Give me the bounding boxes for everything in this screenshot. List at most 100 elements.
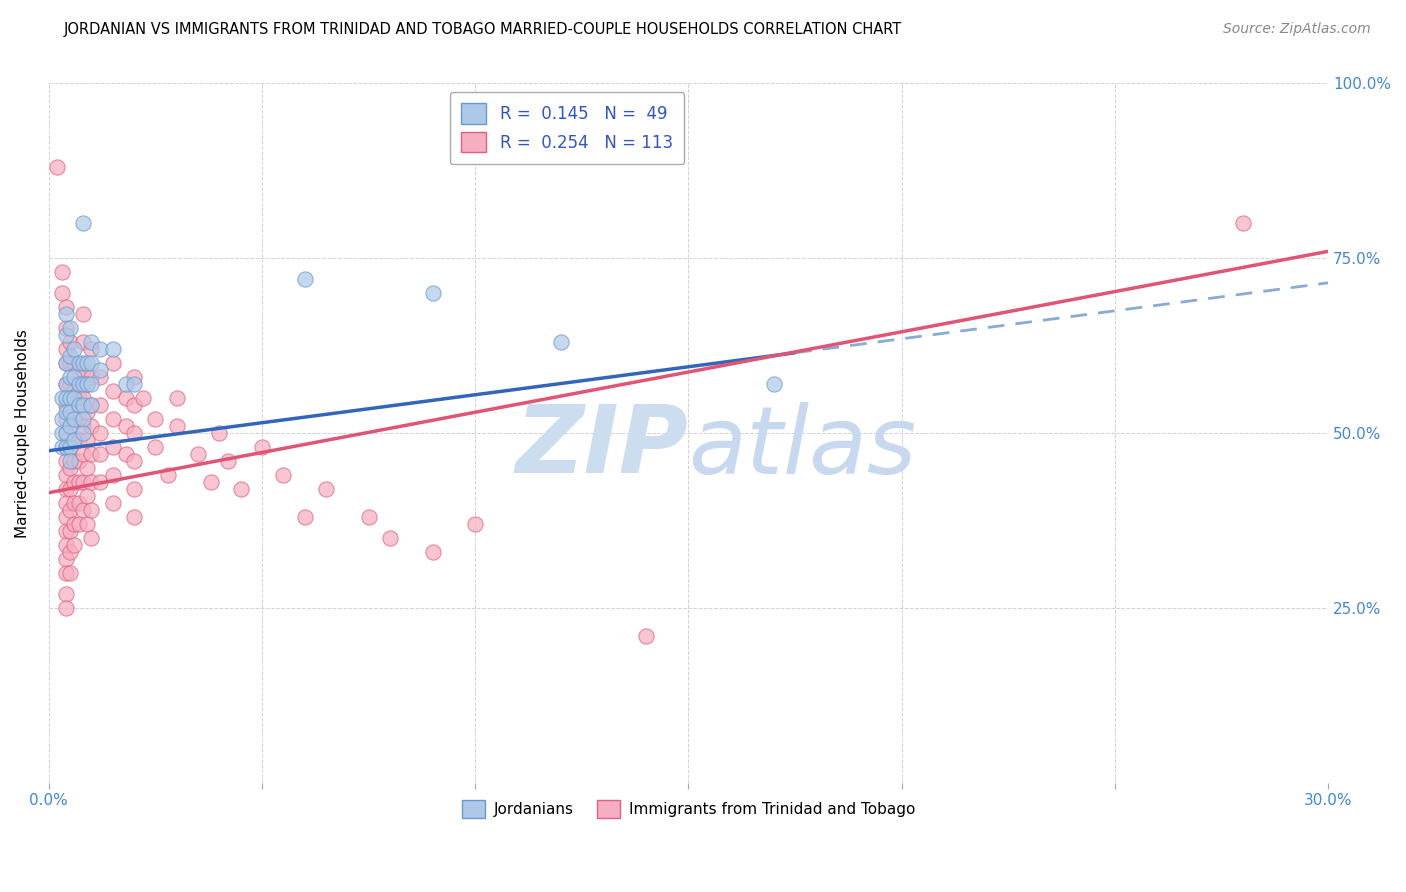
Point bbox=[72, 426, 94, 441]
Point bbox=[80, 370, 103, 384]
Point bbox=[59, 440, 82, 454]
Point bbox=[72, 356, 94, 370]
Point bbox=[122, 377, 145, 392]
Point bbox=[76, 377, 98, 392]
Point bbox=[59, 440, 82, 454]
Point bbox=[59, 356, 82, 370]
Point bbox=[55, 440, 77, 454]
Point bbox=[80, 356, 103, 370]
Point bbox=[55, 524, 77, 538]
Point bbox=[72, 412, 94, 426]
Point bbox=[89, 447, 111, 461]
Point bbox=[114, 419, 136, 434]
Point bbox=[59, 566, 82, 581]
Point bbox=[63, 412, 86, 426]
Point bbox=[63, 412, 86, 426]
Point bbox=[422, 286, 444, 301]
Point bbox=[51, 391, 73, 405]
Point bbox=[76, 461, 98, 475]
Point bbox=[357, 510, 380, 524]
Point bbox=[63, 391, 86, 405]
Point bbox=[51, 265, 73, 279]
Point bbox=[76, 405, 98, 419]
Point bbox=[72, 335, 94, 350]
Point bbox=[80, 531, 103, 545]
Point bbox=[55, 301, 77, 315]
Point bbox=[271, 468, 294, 483]
Point bbox=[72, 419, 94, 434]
Point bbox=[63, 475, 86, 490]
Point bbox=[59, 419, 82, 434]
Point bbox=[101, 384, 124, 399]
Point bbox=[101, 496, 124, 510]
Point bbox=[55, 454, 77, 468]
Point bbox=[63, 356, 86, 370]
Point bbox=[634, 629, 657, 643]
Point bbox=[55, 496, 77, 510]
Text: Source: ZipAtlas.com: Source: ZipAtlas.com bbox=[1223, 22, 1371, 37]
Point bbox=[59, 391, 82, 405]
Point bbox=[59, 398, 82, 412]
Point bbox=[114, 377, 136, 392]
Point bbox=[101, 343, 124, 357]
Y-axis label: Married-couple Households: Married-couple Households bbox=[15, 329, 30, 538]
Point bbox=[131, 391, 153, 405]
Point bbox=[122, 370, 145, 384]
Point bbox=[63, 496, 86, 510]
Point bbox=[72, 398, 94, 412]
Point bbox=[122, 398, 145, 412]
Point bbox=[76, 434, 98, 448]
Point bbox=[762, 377, 785, 392]
Point bbox=[250, 440, 273, 454]
Point bbox=[166, 419, 188, 434]
Point bbox=[55, 426, 77, 441]
Point bbox=[55, 510, 77, 524]
Point bbox=[315, 482, 337, 496]
Point bbox=[72, 475, 94, 490]
Point bbox=[76, 377, 98, 392]
Point bbox=[72, 503, 94, 517]
Point bbox=[80, 377, 103, 392]
Point bbox=[294, 272, 316, 286]
Point bbox=[63, 370, 86, 384]
Point bbox=[157, 468, 180, 483]
Point bbox=[67, 370, 90, 384]
Legend: Jordanians, Immigrants from Trinidad and Tobago: Jordanians, Immigrants from Trinidad and… bbox=[456, 794, 921, 824]
Point bbox=[55, 566, 77, 581]
Point bbox=[59, 405, 82, 419]
Point bbox=[89, 398, 111, 412]
Point bbox=[51, 412, 73, 426]
Point bbox=[217, 454, 239, 468]
Point bbox=[51, 440, 73, 454]
Point bbox=[67, 398, 90, 412]
Point bbox=[63, 434, 86, 448]
Point bbox=[101, 468, 124, 483]
Point bbox=[55, 405, 77, 419]
Point bbox=[55, 356, 77, 370]
Point bbox=[1232, 216, 1254, 230]
Point bbox=[294, 510, 316, 524]
Point bbox=[55, 601, 77, 615]
Point bbox=[550, 335, 572, 350]
Point bbox=[422, 545, 444, 559]
Point bbox=[80, 475, 103, 490]
Point bbox=[55, 538, 77, 552]
Point bbox=[46, 161, 69, 175]
Point bbox=[122, 454, 145, 468]
Point bbox=[76, 489, 98, 503]
Point bbox=[76, 517, 98, 532]
Text: JORDANIAN VS IMMIGRANTS FROM TRINIDAD AND TOBAGO MARRIED-COUPLE HOUSEHOLDS CORRE: JORDANIAN VS IMMIGRANTS FROM TRINIDAD AN… bbox=[63, 22, 901, 37]
Point bbox=[55, 440, 77, 454]
Point bbox=[67, 454, 90, 468]
Point bbox=[80, 447, 103, 461]
Point bbox=[59, 349, 82, 363]
Point bbox=[80, 503, 103, 517]
Point bbox=[145, 412, 167, 426]
Point bbox=[59, 461, 82, 475]
Point bbox=[89, 475, 111, 490]
Point bbox=[63, 384, 86, 399]
Point bbox=[76, 356, 98, 370]
Point bbox=[72, 363, 94, 377]
Point bbox=[80, 343, 103, 357]
Point bbox=[59, 454, 82, 468]
